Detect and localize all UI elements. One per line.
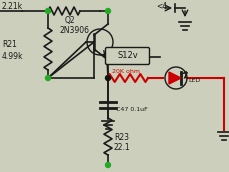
Text: 2.21k: 2.21k [2,2,23,11]
Text: Q2: Q2 [65,16,75,25]
Circle shape [45,76,50,80]
Circle shape [45,8,50,13]
Text: R23: R23 [114,133,128,142]
Text: S12v: S12v [117,51,137,61]
Polygon shape [168,72,180,84]
Text: 22.1: 22.1 [114,143,130,152]
Text: 2N3906: 2N3906 [60,26,90,35]
Text: C47 0.1uF: C47 0.1uF [115,107,147,112]
Text: LED: LED [187,78,199,83]
Text: 20K ohm: 20K ohm [112,69,139,74]
Circle shape [105,8,110,13]
Text: R21: R21 [2,40,17,49]
Text: <4: <4 [155,2,166,11]
Circle shape [105,163,110,168]
FancyBboxPatch shape [105,47,149,64]
Text: 4.99k: 4.99k [2,52,23,61]
Circle shape [105,76,110,80]
